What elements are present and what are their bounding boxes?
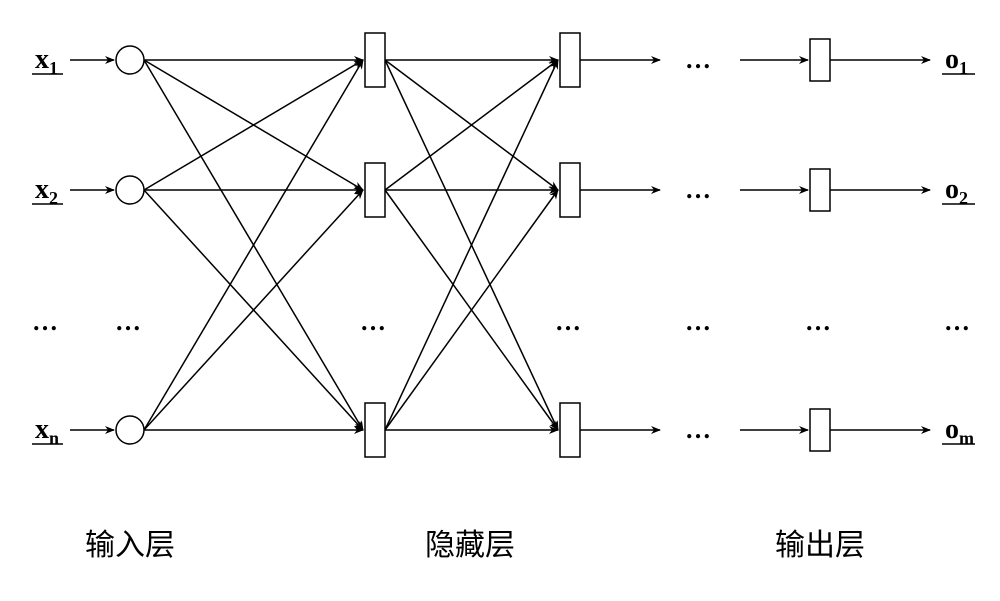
output-label-0: o1 — [945, 44, 968, 78]
layer-label-output: 输出层 — [775, 529, 865, 562]
hidden1-node-2 — [365, 403, 385, 457]
layer-label-hidden: 隐藏层 — [425, 529, 515, 562]
ellipsis: … — [555, 307, 585, 336]
output-node-2 — [810, 409, 830, 451]
ellipsis: … — [115, 307, 145, 336]
input-node-1 — [116, 176, 144, 204]
input-node-0 — [116, 46, 144, 74]
input-label-1: x2 — [35, 174, 58, 208]
ellipsis: … — [805, 307, 835, 336]
ellipsis: … — [685, 175, 715, 204]
output-node-0 — [810, 39, 830, 81]
ellipsis: … — [685, 307, 715, 336]
ellipsis: … — [685, 45, 715, 74]
hidden2-node-1 — [560, 163, 580, 217]
input-label-0: x1 — [35, 44, 58, 78]
ellipsis: … — [944, 307, 974, 336]
neural-network-diagram: x1 x2 xn o1 o2 om … … … … … … … … … … 输入层 隐藏层 输出层 — [0, 0, 1000, 601]
ellipsis: … — [360, 307, 390, 336]
ellipsis: … — [685, 415, 715, 444]
output-node-1 — [810, 169, 830, 211]
layer-label-input: 输入层 — [85, 529, 175, 562]
input-node-2 — [116, 416, 144, 444]
output-label-2: om — [945, 414, 974, 448]
hidden2-node-0 — [560, 33, 580, 87]
hidden1-node-0 — [365, 33, 385, 87]
hidden1-node-1 — [365, 163, 385, 217]
output-label-1: o2 — [945, 174, 968, 208]
ellipsis: … — [32, 307, 62, 336]
input-label-2: xn — [35, 414, 59, 448]
hidden2-node-2 — [560, 403, 580, 457]
